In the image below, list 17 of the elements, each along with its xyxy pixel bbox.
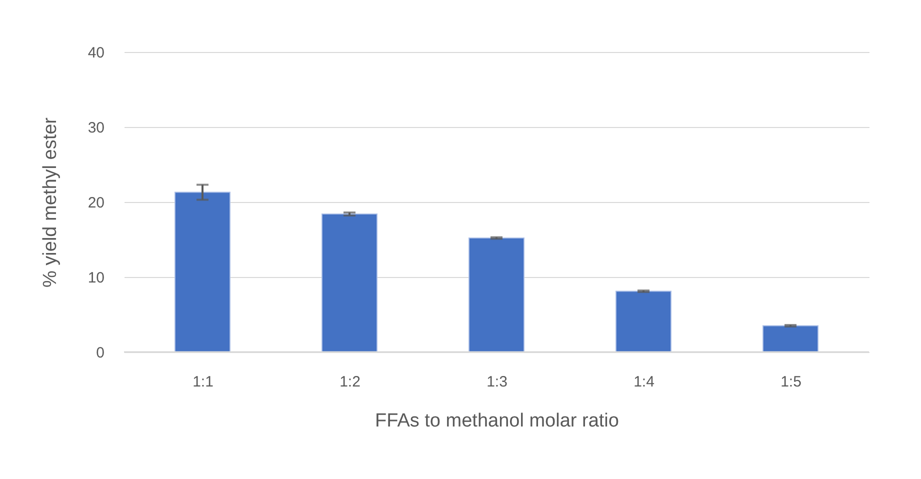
x-tick-label: 1:5 <box>780 374 802 390</box>
bar <box>616 290 672 352</box>
x-tick-label: 1:4 <box>634 374 654 390</box>
x-tick-label: 1:2 <box>340 374 360 390</box>
y-tick-label: 40 <box>88 44 104 62</box>
bar <box>468 238 524 352</box>
x-axis-title: FFAs to methanol molar ratio <box>375 410 619 432</box>
y-tick-label: 0 <box>96 344 104 362</box>
y-tick-label: 10 <box>88 270 104 286</box>
x-tick-label: 1:3 <box>486 374 508 390</box>
bar <box>762 325 818 352</box>
bar <box>322 214 378 352</box>
y-axis-title: % yield methyl ester <box>40 116 61 288</box>
bar <box>174 192 230 352</box>
y-tick-label: 30 <box>88 120 104 136</box>
x-tick-label: 1:1 <box>192 374 214 390</box>
y-tick-label: 20 <box>88 194 104 212</box>
